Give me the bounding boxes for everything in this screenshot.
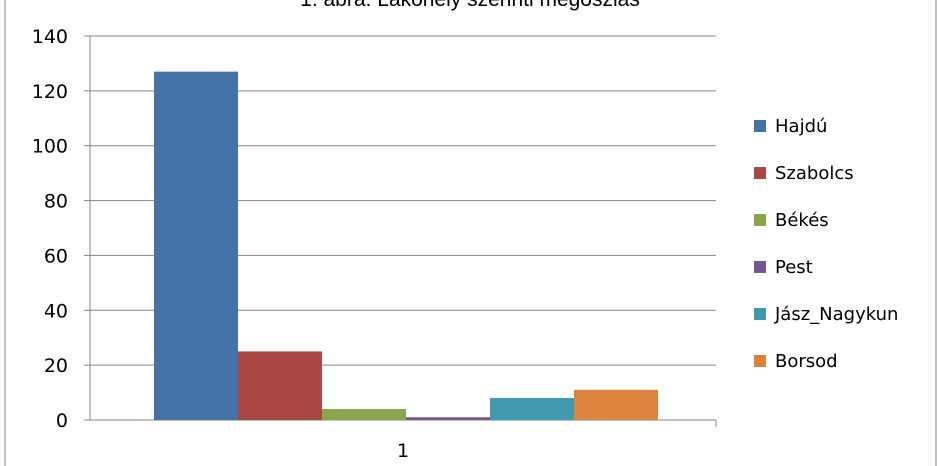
chart-title: 1. ábra: Lakóhely szerinti megoszlás	[300, 0, 640, 11]
legend-label: Jász_Nagykun	[774, 304, 898, 325]
legend-swatch	[754, 308, 766, 320]
legend-swatch	[754, 167, 766, 179]
y-tick-label: 100	[32, 136, 68, 158]
bar-borsod	[574, 389, 658, 420]
legend: Hajdú Szabolcs Békés Pest Jász_Nagykun Borsod	[754, 116, 898, 372]
bar-hajd-	[154, 71, 238, 421]
legend-swatch	[754, 214, 766, 226]
y-tick-label: 0	[56, 410, 68, 432]
legend-label: Hajdú	[775, 116, 827, 137]
y-tick-label: 80	[44, 191, 68, 213]
y-tick-label: 140	[32, 26, 68, 48]
legend-label: Borsod	[775, 351, 838, 372]
legend-swatch	[754, 355, 766, 367]
y-tick-label: 40	[44, 300, 68, 322]
bars	[154, 71, 658, 421]
legend-swatch	[754, 120, 766, 132]
y-tick-label: 60	[44, 245, 68, 267]
legend-swatch	[754, 261, 766, 273]
y-tick-label: 20	[44, 355, 68, 377]
bar-pest	[406, 417, 490, 420]
legend-label: Szabolcs	[775, 163, 854, 184]
legend-label: Békés	[775, 210, 829, 231]
bar-b-k-s	[322, 409, 406, 420]
x-tick-label: 1	[397, 440, 409, 462]
axes: 0 20 40 60 80 100 120 140 1	[32, 26, 717, 462]
bar-j-sz-nagykun	[490, 398, 574, 420]
y-tick-label: 120	[32, 81, 68, 103]
bar-szabolcs	[238, 351, 322, 420]
legend-label: Pest	[775, 257, 813, 278]
